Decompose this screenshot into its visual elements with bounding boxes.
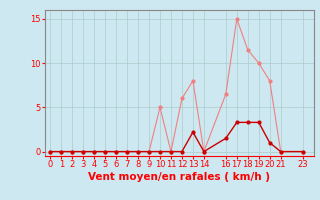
- X-axis label: Vent moyen/en rafales ( km/h ): Vent moyen/en rafales ( km/h ): [88, 172, 270, 182]
